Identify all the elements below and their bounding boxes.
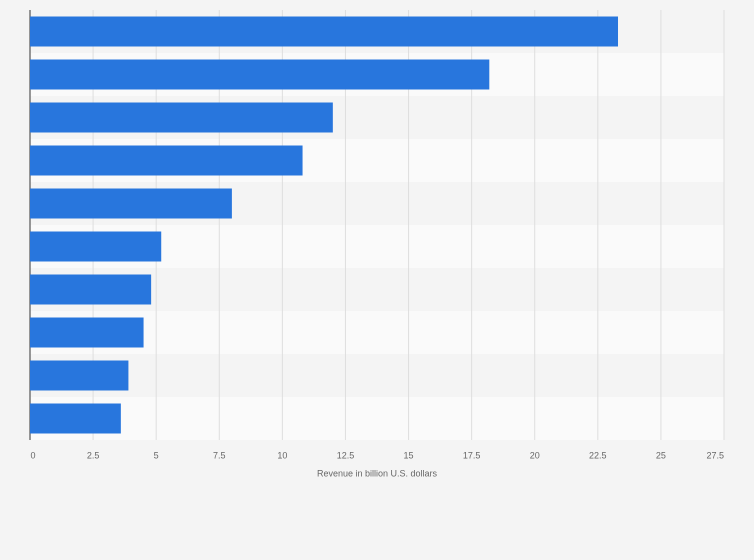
x-tick-label: 0 <box>30 450 35 460</box>
x-axis-label: Revenue in billion U.S. dollars <box>317 468 438 478</box>
x-tick-label: 10 <box>277 450 287 460</box>
bar <box>30 274 152 305</box>
x-tick-label: 25 <box>656 450 666 460</box>
x-tick-label: 5 <box>154 450 159 460</box>
bar <box>30 317 144 348</box>
x-tick-label: 7.5 <box>213 450 226 460</box>
row-band <box>30 354 724 397</box>
bar <box>30 145 303 176</box>
x-tick-label: 20 <box>530 450 540 460</box>
x-tick-label: 22.5 <box>589 450 607 460</box>
x-tick-label: 15 <box>404 450 414 460</box>
bar <box>30 231 162 262</box>
bar <box>30 102 333 133</box>
row-band <box>30 311 724 354</box>
row-band <box>30 397 724 440</box>
bar <box>30 188 232 219</box>
x-tick-label: 12.5 <box>337 450 355 460</box>
bar <box>30 403 121 434</box>
x-tick-label: 27.5 <box>706 450 724 460</box>
bar <box>30 360 129 391</box>
x-tick-label: 17.5 <box>463 450 481 460</box>
x-tick-label: 2.5 <box>87 450 100 460</box>
bar <box>30 59 490 90</box>
bar <box>30 16 619 47</box>
